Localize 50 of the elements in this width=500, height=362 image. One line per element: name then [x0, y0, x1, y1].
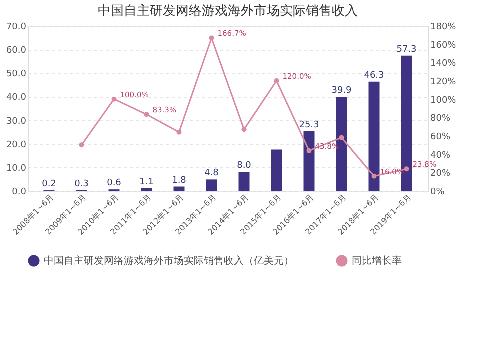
point [339, 135, 344, 140]
point [274, 78, 280, 84]
y2-tick-label: 0% [430, 188, 446, 198]
point [372, 174, 377, 179]
y2-tick-label: 100% [430, 96, 457, 106]
y-tick-label: 40.0 [6, 93, 27, 104]
chart-title: 中国自主研发网络游戏海外市场实际销售收入 [98, 3, 358, 19]
y-tick-label: 20.0 [6, 140, 27, 150]
y-tick-label: 60.0 [6, 46, 27, 56]
point [404, 166, 410, 172]
bar [304, 131, 315, 191]
data-label: 39.9 [332, 86, 352, 96]
y2-tick-label: 80% [430, 114, 451, 124]
data-label: 1.1 [140, 177, 154, 188]
data-label: 4.8 [204, 168, 220, 179]
bar [206, 180, 218, 191]
y2-tick-label: 40% [430, 150, 451, 161]
y2-tick-label: 140% [430, 59, 457, 70]
data-label: 0.6 [107, 178, 122, 189]
bar [141, 188, 152, 191]
y-tick-label: 10.0 [6, 164, 27, 174]
point [144, 112, 150, 118]
point [209, 36, 214, 41]
y2-tick-label: 120% [430, 78, 457, 88]
point [79, 142, 84, 148]
point [176, 130, 182, 135]
y-tick-label: 70.0 [6, 22, 27, 32]
bar [174, 186, 185, 191]
y2-tick-label: 60% [430, 132, 451, 142]
y2-tick-label: 180% [430, 22, 457, 32]
point [112, 96, 117, 102]
data-label: 25.3 [299, 120, 320, 130]
point [242, 127, 247, 132]
data-label: 8.0 [237, 161, 252, 172]
data-label: 46.3 [364, 70, 384, 81]
y-tick-label: 0.0 [12, 188, 27, 198]
data-label: 0.2 [42, 180, 56, 190]
data-label: 1.8 [172, 176, 187, 186]
data-label: 57.3 [396, 44, 417, 55]
bar [271, 150, 282, 191]
bar [368, 82, 380, 191]
point [306, 148, 312, 154]
y-tick-label: 30.0 [6, 116, 27, 127]
legend-label: 中国自主研发网络游戏海外市场实际销售收入（亿美元） [44, 255, 294, 267]
y2-tick-label: 160% [430, 40, 457, 51]
bar [238, 172, 250, 191]
y-tick-label: 50.0 [6, 70, 27, 80]
data-label: 0.3 [74, 179, 89, 190]
y2-tick-label: 20% [430, 169, 451, 180]
legend-label: 同比增长率 [352, 255, 402, 267]
